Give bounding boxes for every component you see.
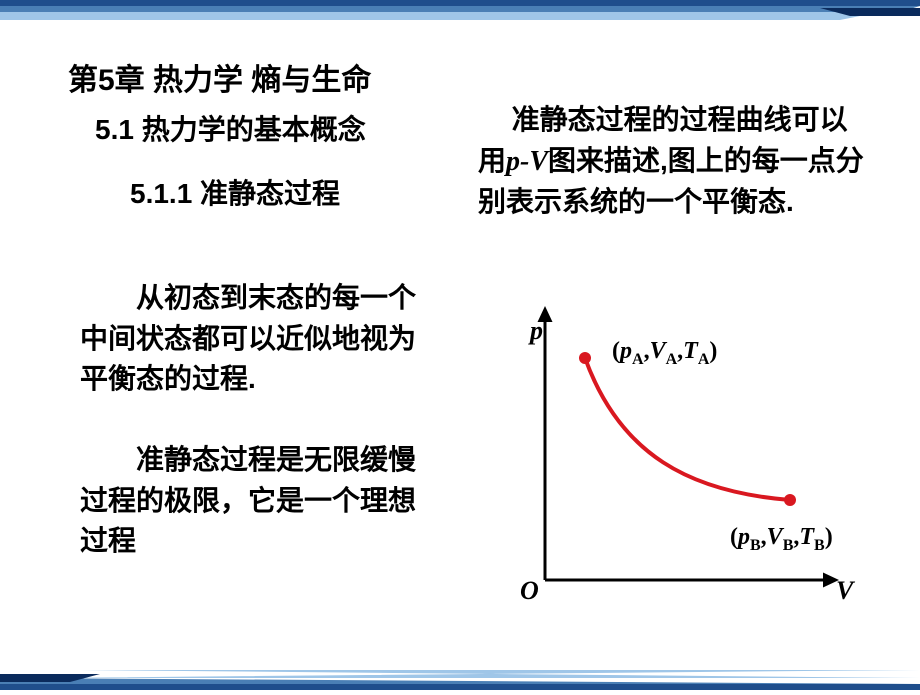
left-para-1-text: 从初态到末态的每一个中间状态都可以近似地视为平衡态的过程.: [80, 282, 416, 394]
pv-symbol: p-V: [506, 146, 548, 177]
left-paragraph-2: 准静态过程是无限缓慢过程的极限，它是一个理想过程: [80, 440, 425, 562]
banner-top-svg: [0, 0, 920, 30]
banner-top: [0, 0, 920, 30]
banner-bottom: [0, 660, 920, 690]
left-para-2-text: 准静态过程是无限缓慢过程的极限，它是一个理想过程: [80, 444, 416, 556]
right-paragraph: 准静态过程的过程曲线可以用p-V图来描述,图上的每一点分别表示系统的一个平衡态.: [478, 100, 868, 223]
point-b-label: (pB,VB,TB): [730, 524, 833, 555]
chapter-title: 第5章 热力学 熵与生命: [68, 55, 371, 99]
x-axis-label: V: [836, 576, 853, 606]
section-title: 5.1 热力学的基本概念: [95, 108, 366, 148]
origin-label: O: [520, 576, 539, 606]
point-a-label: (pA,VA,TA): [612, 338, 717, 369]
subsection-title: 5.1.1 准静态过程: [130, 172, 340, 212]
left-paragraph-1: 从初态到末态的每一个中间状态都可以近似地视为平衡态的过程.: [80, 278, 425, 400]
y-axis-label: p: [530, 316, 543, 346]
banner-bottom-svg: [0, 660, 920, 690]
pv-chart: p V O (pA,VA,TA) (pB,VB,TB): [490, 300, 870, 610]
